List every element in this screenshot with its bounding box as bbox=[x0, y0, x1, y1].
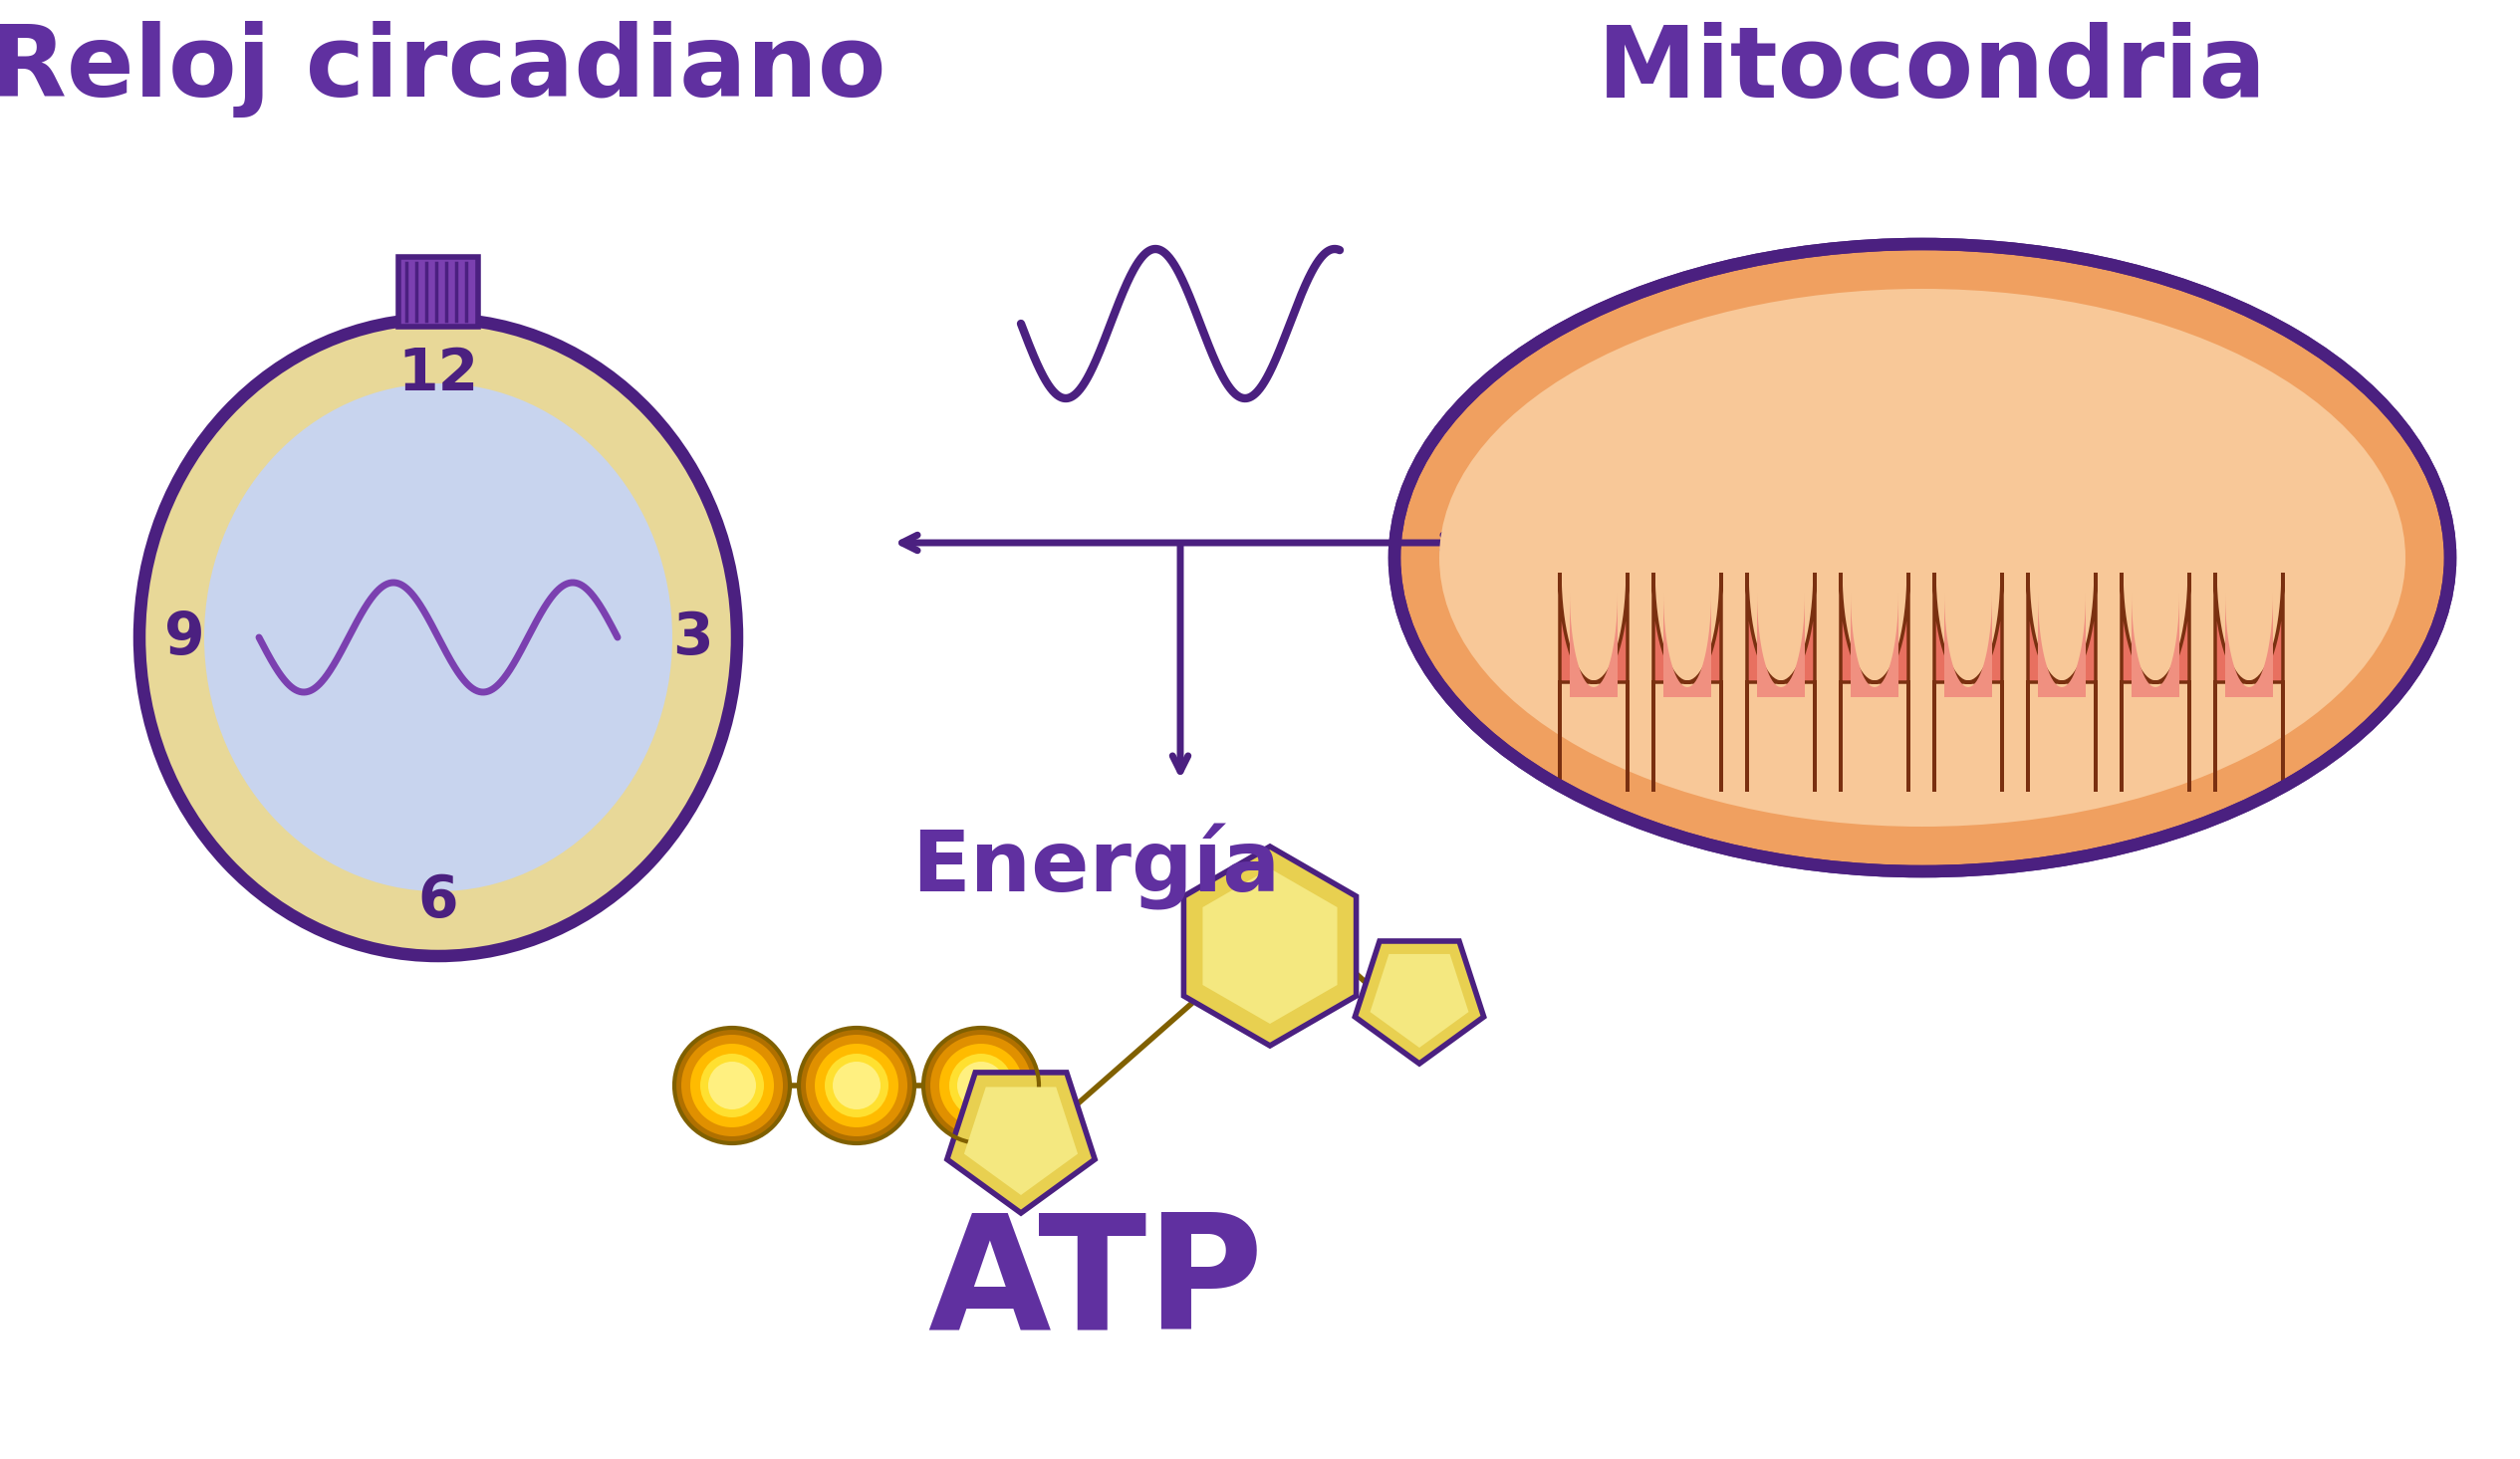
Polygon shape bbox=[1184, 846, 1356, 1046]
Polygon shape bbox=[2122, 572, 2190, 792]
Circle shape bbox=[930, 1034, 1031, 1137]
Polygon shape bbox=[1570, 592, 1618, 776]
Text: Energía: Energía bbox=[912, 823, 1280, 910]
Polygon shape bbox=[1560, 572, 1628, 792]
Polygon shape bbox=[1756, 592, 1804, 776]
Circle shape bbox=[832, 1062, 879, 1109]
Polygon shape bbox=[2029, 572, 2097, 792]
Polygon shape bbox=[1850, 592, 1898, 776]
Circle shape bbox=[958, 1062, 1005, 1109]
Text: 9: 9 bbox=[164, 608, 204, 665]
Polygon shape bbox=[2039, 592, 2087, 776]
Circle shape bbox=[814, 1043, 900, 1128]
Polygon shape bbox=[2215, 572, 2283, 792]
Circle shape bbox=[940, 1043, 1023, 1128]
Circle shape bbox=[824, 1053, 890, 1118]
Text: Reloj circadiano: Reloj circadiano bbox=[0, 22, 887, 118]
Circle shape bbox=[701, 1053, 764, 1118]
Circle shape bbox=[680, 1034, 784, 1137]
Text: Mitocondria: Mitocondria bbox=[1598, 22, 2268, 118]
Text: 6: 6 bbox=[418, 872, 459, 929]
Polygon shape bbox=[2225, 592, 2273, 776]
Circle shape bbox=[675, 1027, 789, 1144]
Polygon shape bbox=[1935, 572, 2001, 792]
Circle shape bbox=[799, 1027, 915, 1144]
Ellipse shape bbox=[139, 318, 736, 956]
Circle shape bbox=[690, 1043, 774, 1128]
Ellipse shape bbox=[204, 384, 673, 891]
Text: 3: 3 bbox=[673, 608, 713, 665]
Polygon shape bbox=[1663, 592, 1711, 776]
Text: 12: 12 bbox=[398, 346, 479, 401]
Ellipse shape bbox=[1394, 244, 2449, 871]
Polygon shape bbox=[1945, 592, 1993, 776]
Polygon shape bbox=[1653, 572, 1721, 792]
Circle shape bbox=[922, 1027, 1038, 1144]
Polygon shape bbox=[1746, 572, 1814, 792]
Polygon shape bbox=[965, 1087, 1079, 1195]
Circle shape bbox=[806, 1034, 907, 1137]
Bar bbox=[398, 257, 479, 327]
Text: ATP: ATP bbox=[927, 1208, 1263, 1361]
Polygon shape bbox=[2132, 592, 2180, 776]
Circle shape bbox=[708, 1062, 756, 1109]
Polygon shape bbox=[948, 1072, 1094, 1212]
Circle shape bbox=[950, 1053, 1013, 1118]
Polygon shape bbox=[1356, 941, 1484, 1064]
Polygon shape bbox=[1202, 868, 1338, 1024]
Ellipse shape bbox=[1439, 289, 2407, 827]
Polygon shape bbox=[1840, 572, 1908, 792]
Polygon shape bbox=[1371, 954, 1469, 1048]
